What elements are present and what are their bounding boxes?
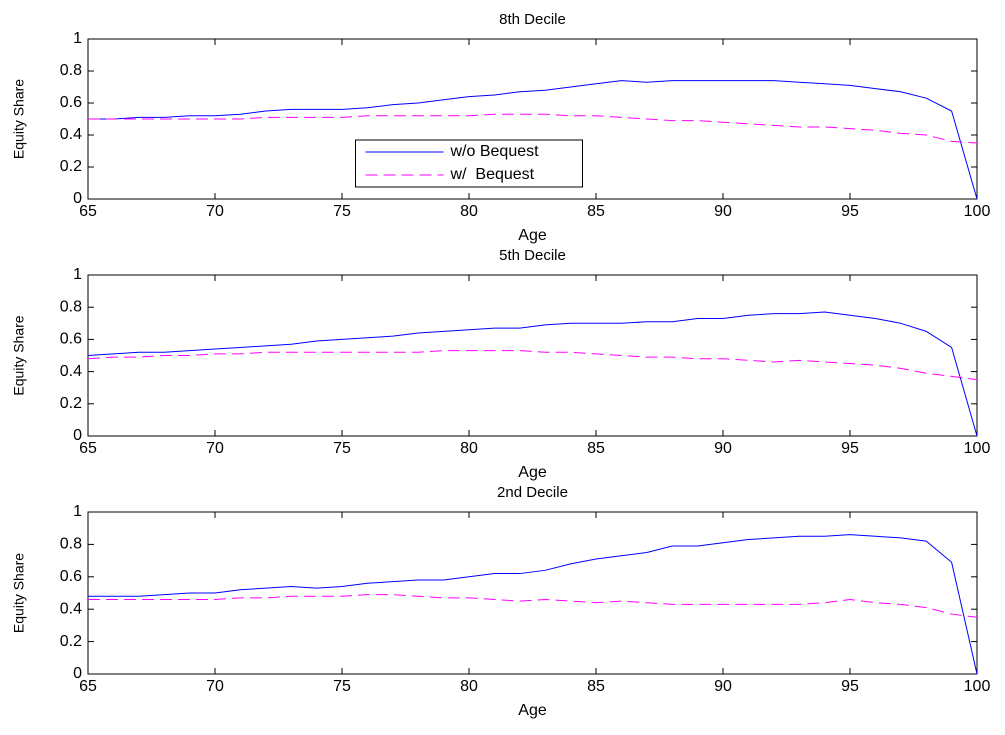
y-tick-label: 0.2 [60,158,82,175]
y-tick-label: 1 [73,266,82,283]
y-axis-label: Equity Share [11,79,27,159]
x-tick-label: 70 [206,440,224,457]
legend-box [355,139,583,188]
y-tick-label: 0 [73,427,82,444]
y-tick-label: 0 [73,190,82,207]
x-tick-label: 100 [964,203,991,220]
y-tick-label: 1 [73,30,82,47]
x-tick-label: 80 [460,203,478,220]
y-axis-label: Equity Share [11,315,27,395]
series-line [88,534,978,675]
series-line [88,80,978,200]
x-tick-label: 100 [964,440,991,457]
y-tick-label: 0.8 [60,298,82,315]
y-tick-label: 0.8 [60,62,82,79]
y-tick-label: 0.4 [60,600,82,617]
x-tick-label: 95 [841,678,859,695]
y-tick-label: 0.8 [60,536,82,553]
legend-label: w/o Bequest [450,143,540,160]
x-axis-label: Age [518,702,547,719]
subplot: 5th Decile Age Equity Share 65 70 75 80 85 90 95 1… [11,247,991,481]
y-tick-label: 1 [73,503,82,520]
series-line [88,594,978,618]
x-tick-label: 80 [460,440,478,457]
y-tick-label: 0.2 [60,633,82,650]
chart-title: 5th Decile [499,247,566,264]
x-tick-label: 90 [714,203,732,220]
x-tick-label: 85 [587,440,605,457]
x-tick-label: 80 [460,678,478,695]
plot-area [87,274,978,437]
subplot: 2nd Decile Age Equity Share 65 70 75 80 85 90 95 1… [11,484,991,719]
x-tick-label: 75 [333,203,351,220]
series-line [88,113,978,144]
y-tick-label: 0.6 [60,568,82,585]
x-tick-label: 85 [587,678,605,695]
y-tick-label: 0.4 [60,126,82,143]
x-tick-label: 65 [79,678,97,695]
series-line [87,311,978,437]
y-tick-label: 0.4 [60,363,82,380]
x-axis-label: Age [518,227,547,244]
chart-title: 2nd Decile [497,484,568,501]
y-axis-label: Equity Share [11,553,27,633]
chart-title: 8th Decile [499,11,566,28]
x-tick-label: 90 [714,678,732,695]
y-tick-label: 0.6 [60,94,82,111]
x-tick-label: 90 [714,440,732,457]
x-axis-label: Age [518,464,547,481]
x-tick-label: 85 [587,203,605,220]
x-tick-label: 70 [206,203,224,220]
x-tick-label: 65 [79,203,97,220]
x-tick-label: 65 [79,440,97,457]
legend: w/o Bequest w/ Bequest [355,139,583,188]
x-tick-label: 95 [841,203,859,220]
x-tick-label: 75 [333,678,351,695]
x-tick-label: 95 [841,440,859,457]
legend-label: w/ Bequest [450,166,535,183]
x-tick-label: 70 [206,678,224,695]
y-tick-label: 0.6 [60,331,82,348]
x-tick-label: 75 [333,440,351,457]
subplot: 8th Decile Age Equity Share 65 70 75 80 85 90 95 1… [11,11,991,244]
y-tick-label: 0.2 [60,395,82,412]
x-tick-label: 100 [964,678,991,695]
series-line [87,350,978,381]
y-tick-label: 0 [73,665,82,682]
plot-area [87,511,978,675]
